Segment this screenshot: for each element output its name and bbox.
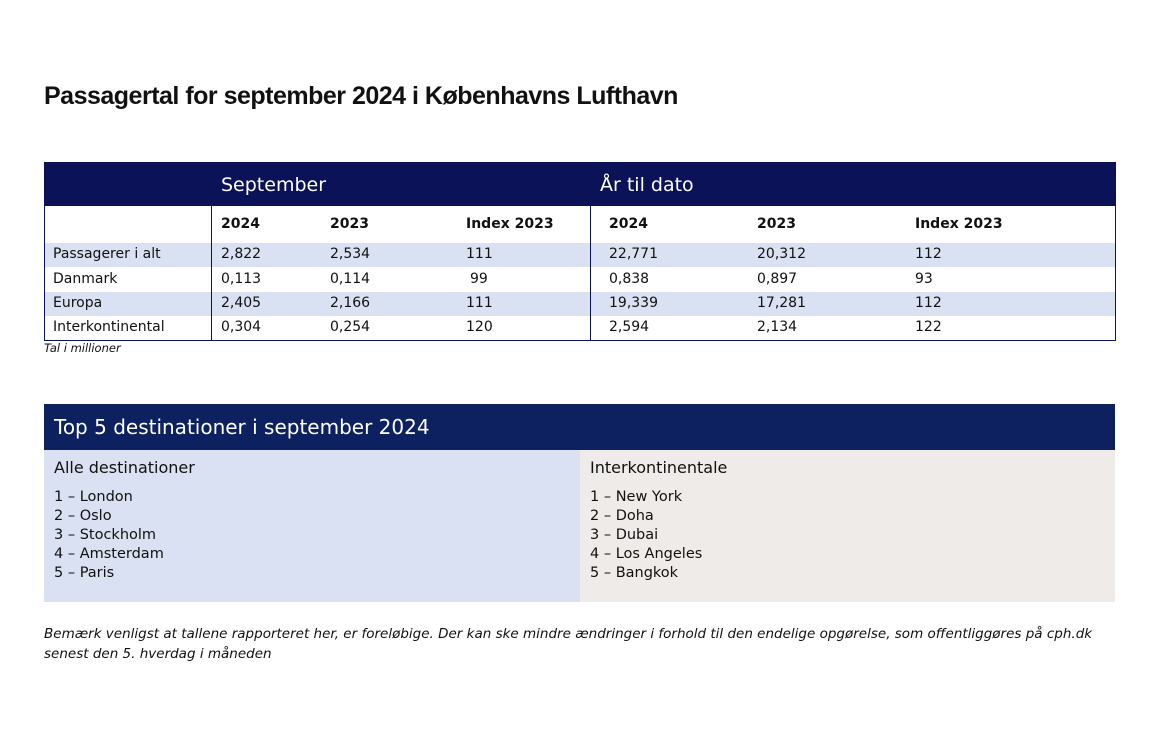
table-cell: 2,594 — [609, 319, 650, 335]
table-cell: 120 — [466, 319, 493, 335]
divider — [211, 206, 212, 340]
table-cell: 19,339 — [609, 295, 658, 311]
top5-title: Top 5 destinationer i september 2024 — [54, 415, 430, 439]
table-cell: 122 — [915, 319, 942, 335]
table-cell: 112 — [915, 246, 942, 262]
list-item: 5 – Paris — [54, 565, 115, 581]
list-item: 3 – Dubai — [590, 527, 659, 543]
table-row: Interkontinental 0,304 0,254 120 2,594 2,134 1… — [45, 316, 1115, 340]
column-header: 2024 — [221, 216, 260, 232]
row-label: Interkontinental — [53, 319, 165, 335]
divider — [590, 206, 591, 340]
table-cell: 0,304 — [221, 319, 262, 335]
group-header-september: September — [221, 174, 327, 196]
disclaimer: Bemærk venligst at tallene rapporteret h… — [44, 626, 1093, 662]
list-item: 1 – London — [54, 489, 133, 505]
list-item: 3 – Stockholm — [54, 527, 157, 543]
top5-box: Top 5 destinationer i september 2024 All… — [44, 404, 1115, 602]
group-header-ytd: År til dato — [600, 174, 694, 196]
table-row: Europa 2,405 2,166 111 19,339 17,281 112 — [45, 292, 1115, 316]
table-cell: 93 — [915, 271, 933, 287]
table-cell: 0,114 — [330, 271, 371, 287]
top5-header: Top 5 destinationer i september 2024 — [44, 404, 1115, 450]
table-cell: 112 — [915, 295, 942, 311]
table-cell: 2,822 — [221, 246, 262, 262]
column-header: 2024 — [609, 216, 648, 232]
table-cell: 2,405 — [221, 295, 262, 311]
pane-title: Interkontinentale — [590, 458, 728, 477]
column-header: 2023 — [757, 216, 796, 232]
list-item: 4 – Amsterdam — [54, 546, 164, 562]
table-cell: 2,134 — [757, 319, 798, 335]
all-destinations-pane: Alle destinationer 1 – London 2 – Oslo 3… — [44, 450, 580, 602]
pane-title: Alle destinationer — [54, 458, 195, 477]
table-cell: 2,534 — [330, 246, 371, 262]
table-cell: 20,312 — [757, 246, 806, 262]
list-item: 4 – Los Angeles — [590, 546, 703, 562]
table-cell: 0,113 — [221, 271, 262, 287]
table-row: Passagerer i alt 2,822 2,534 111 22,771 20,31… — [45, 243, 1115, 267]
column-header: Index 2023 — [466, 216, 554, 232]
table-group-header: September År til dato — [45, 163, 1115, 206]
table-row: Danmark 0,113 0,114 99 0,838 0,897 93 — [45, 268, 1115, 292]
list-item: 1 – New York — [590, 489, 683, 505]
table-cell: 111 — [466, 295, 493, 311]
column-header-row: 2024 2023 Index 2023 2024 2023 Index 202… — [45, 213, 1115, 237]
list-item: 2 – Doha — [590, 508, 654, 524]
table-cell: 2,166 — [330, 295, 371, 311]
column-header: Index 2023 — [915, 216, 1003, 232]
list-item: 2 – Oslo — [54, 508, 112, 524]
row-label: Danmark — [53, 271, 118, 287]
table-cell: 99 — [470, 271, 488, 287]
table-cell: 22,771 — [609, 246, 658, 262]
table-cell: 17,281 — [757, 295, 806, 311]
table-cell: 0,838 — [609, 271, 650, 287]
column-header: 2023 — [330, 216, 369, 232]
list-item: 5 – Bangkok — [590, 565, 679, 581]
table-note: Tal i millioner — [44, 341, 121, 355]
table-cell: 0,254 — [330, 319, 371, 335]
passenger-table: September År til dato 2024 2023 Index 20… — [44, 162, 1116, 341]
row-label: Europa — [53, 295, 103, 311]
row-label: Passagerer i alt — [53, 246, 161, 262]
table-cell: 0,897 — [757, 271, 798, 287]
intercontinental-pane: Interkontinentale 1 – New York 2 – Doha … — [580, 450, 1115, 602]
table-cell: 111 — [466, 246, 493, 262]
page-title: Passagertal for september 2024 i Københa… — [44, 82, 678, 110]
